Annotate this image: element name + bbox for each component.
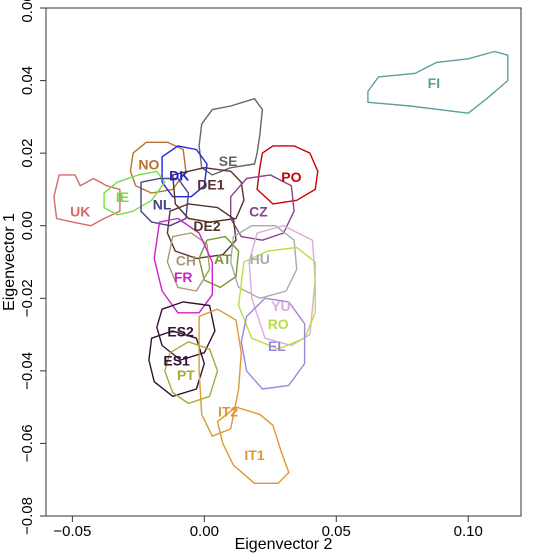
y-tick-label: −0.02 [19,279,36,317]
region-outline-es1 [148,330,206,397]
region-label-de1: DE1 [197,177,224,193]
region-label-fi: FI [428,75,440,91]
region-label-it1: IT1 [244,447,264,463]
region-outline-ie [103,170,166,216]
y-tick-label: 0.06 [19,0,36,23]
region-label-cz: CZ [249,204,268,220]
region-outline-ch [166,232,211,292]
region-label-ro: RO [268,316,289,332]
region-outline-it1 [216,406,290,484]
region-label-se: SE [219,153,238,169]
region-label-at: AT [214,251,232,267]
y-tick-label: 0.02 [19,139,36,168]
region-label-it2: IT2 [218,403,238,419]
region-outline-es2 [156,301,216,361]
region-label-de2: DE2 [193,218,220,234]
y-tick-label: 0.04 [19,66,36,95]
region-label-pt: PT [177,367,195,383]
region-label-es2: ES2 [167,324,194,340]
region-outline-po [256,145,319,205]
region-label-yu: YU [271,298,290,314]
region-label-uk: UK [70,204,90,220]
x-tick-label: 0.00 [190,523,219,540]
x-tick-label: 0.10 [454,523,483,540]
region-label-nl: NL [153,197,172,213]
region-outline-uk [53,174,121,227]
region-outline-fr [153,217,214,314]
region-label-po: PO [281,169,301,185]
region-label-fr: FR [174,269,193,285]
plot-frame [45,7,522,517]
y-tick-label: −0.06 [19,424,36,462]
x-tick-label: 0.05 [322,523,351,540]
region-outline-nl [140,177,190,227]
region-outline-pt [164,341,219,405]
region-label-ie: IE [116,189,129,205]
region-label-es1: ES1 [163,353,190,369]
region-label-hu: HU [250,251,270,267]
region-label-ch: CH [176,253,196,269]
region-outline-fi [367,50,509,114]
x-axis: −0.05 0.00 0.05 0.10 [53,516,483,540]
region-label-el: EL [268,338,286,354]
region-outline-at [198,235,240,289]
y-axis: −0.08 −0.06 −0.04 −0.02 0.00 0.02 0.04 0.06 [19,0,46,535]
y-tick-label: −0.08 [19,497,36,535]
y-axis-title: Eigenvector 1 [1,213,18,311]
region-outline-dk [161,145,208,198]
x-tick-label: −0.05 [53,523,91,540]
region-outline-el [240,297,306,390]
region-outline-cz [229,174,295,241]
x-axis-title: Eigenvector 2 [235,536,333,553]
region-label-no: NO [138,157,159,173]
region-label-dk: DK [169,167,189,183]
y-tick-label: −0.04 [19,352,36,390]
region-outline-hu [229,224,298,299]
region-outline-de1 [171,166,245,223]
region-outlines [53,50,509,484]
y-tick-label: 0.00 [19,211,36,240]
